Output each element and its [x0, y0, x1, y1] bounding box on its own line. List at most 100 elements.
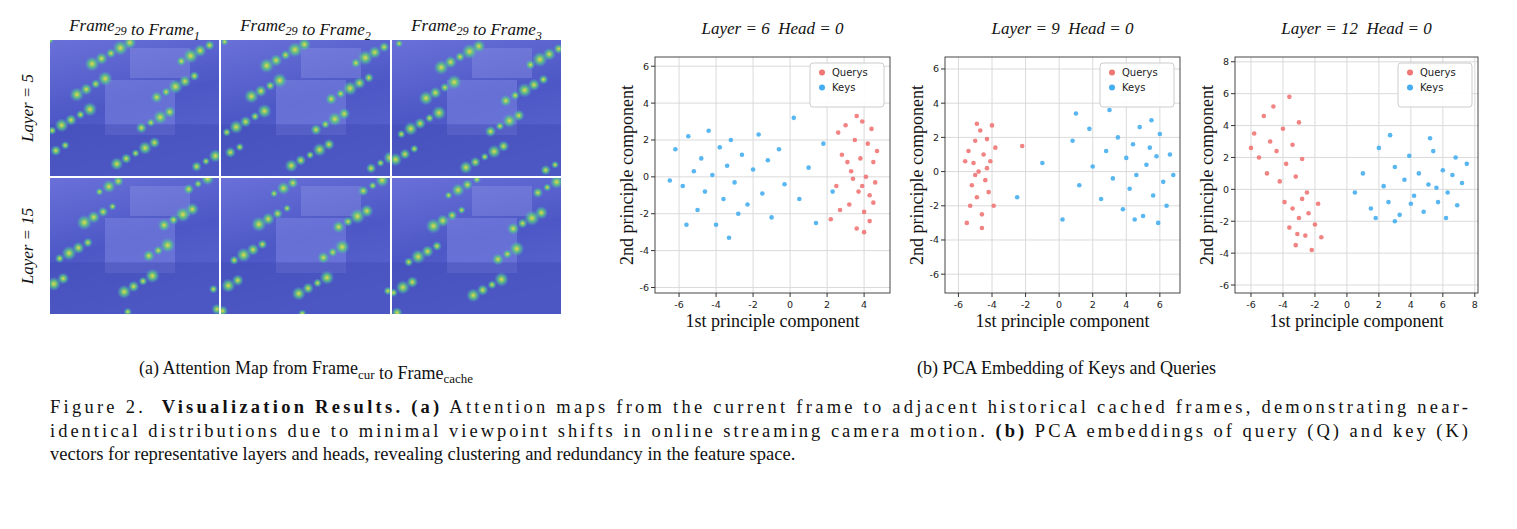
tick-mark — [1282, 293, 1283, 297]
attention-blob — [176, 56, 186, 66]
attention-blob — [158, 219, 171, 232]
attention-blob — [540, 165, 551, 176]
point — [1164, 203, 1169, 208]
point — [791, 116, 796, 121]
point — [1147, 145, 1152, 150]
point — [991, 203, 996, 208]
attention-blob — [336, 89, 345, 98]
attention-blob — [459, 161, 472, 174]
grid-line — [1235, 61, 1478, 62]
attention-blob — [440, 83, 450, 93]
point — [725, 163, 730, 168]
point — [1156, 221, 1161, 226]
scene-floor — [50, 124, 219, 176]
grid-line — [1059, 57, 1060, 293]
point — [1407, 154, 1412, 159]
attention-blob — [458, 206, 466, 214]
grid-line — [679, 57, 680, 293]
attention-blob — [221, 40, 229, 46]
point — [1249, 146, 1254, 151]
attention-blob — [502, 249, 512, 259]
point — [963, 159, 968, 164]
tick-mark — [1474, 293, 1475, 297]
attention-blob — [451, 183, 465, 197]
plot-background — [1235, 57, 1478, 293]
tick-label: -6 — [640, 282, 649, 293]
caption-line: Figure 2. Visualization Results. (a) Att… — [50, 397, 1468, 418]
legend-box — [1100, 63, 1174, 107]
caption-run: vectors for representative layers and he… — [50, 444, 795, 464]
column-title: Frame29 to Frame2 — [239, 16, 371, 43]
tick-label: 4 — [1223, 120, 1229, 131]
attention-blob — [481, 153, 489, 161]
attention-blob — [209, 149, 219, 163]
column-title-part: Frame — [68, 16, 115, 35]
attention-blob — [236, 143, 245, 152]
point — [1369, 206, 1374, 211]
axis-title: 2nd principle component — [617, 85, 637, 265]
attention-blob — [202, 157, 210, 165]
point — [1300, 157, 1305, 162]
point — [1137, 125, 1142, 130]
image-background — [50, 178, 219, 314]
attention-blob — [151, 91, 163, 103]
tick-label: -2 — [1021, 299, 1030, 310]
scene-object — [301, 48, 361, 78]
point — [869, 127, 874, 132]
point — [1281, 126, 1286, 131]
axis-title: 1st principle component — [686, 311, 860, 331]
point — [806, 165, 811, 170]
tick-label: 2 — [643, 134, 649, 145]
tick-mark — [716, 293, 717, 297]
point — [845, 160, 850, 165]
point — [1121, 207, 1126, 212]
tick-label: 6 — [1157, 299, 1163, 310]
point — [668, 178, 673, 183]
point — [777, 147, 782, 152]
column-title-part: to Frame — [298, 20, 366, 39]
grid-line — [945, 137, 1180, 138]
attention-blob — [485, 126, 496, 137]
attention-image — [50, 178, 219, 314]
tick-mark — [1231, 189, 1235, 190]
legend: QuerysKeys — [1100, 63, 1174, 107]
grid-line — [958, 57, 959, 293]
point — [1295, 232, 1300, 237]
tick-mark — [1231, 285, 1235, 286]
tick-label: 4 — [861, 299, 867, 310]
attention-blob — [194, 180, 202, 188]
point — [1361, 171, 1366, 176]
attention-blob — [244, 89, 259, 104]
point — [1107, 108, 1112, 113]
grid-line — [1378, 57, 1379, 293]
tick-mark — [1250, 293, 1251, 297]
point — [1465, 162, 1470, 167]
grid-line — [1346, 57, 1347, 293]
point — [1303, 233, 1308, 238]
point — [1287, 95, 1292, 100]
point — [1171, 173, 1176, 178]
attention-blob — [310, 124, 321, 135]
legend: QuerysKeys — [1398, 63, 1472, 107]
tick-mark — [1231, 93, 1235, 94]
attention-blob — [426, 218, 442, 234]
image-background — [50, 40, 219, 176]
column-title-sub: 29 — [285, 24, 297, 38]
attention-blob — [500, 95, 512, 107]
attention-blob — [332, 221, 345, 234]
point — [1393, 165, 1398, 170]
point — [710, 173, 715, 178]
tick-label: 0 — [643, 171, 649, 182]
point — [980, 226, 985, 231]
point — [1104, 149, 1109, 154]
point — [1453, 155, 1458, 160]
point — [1132, 217, 1137, 222]
attention-blob — [270, 190, 278, 198]
attention-blob — [70, 87, 85, 102]
point — [838, 208, 843, 213]
point — [865, 141, 870, 146]
point — [1090, 164, 1095, 169]
axis-title: 2nd principle component — [1197, 85, 1217, 265]
series — [1015, 108, 1176, 225]
tick-mark — [941, 205, 945, 206]
